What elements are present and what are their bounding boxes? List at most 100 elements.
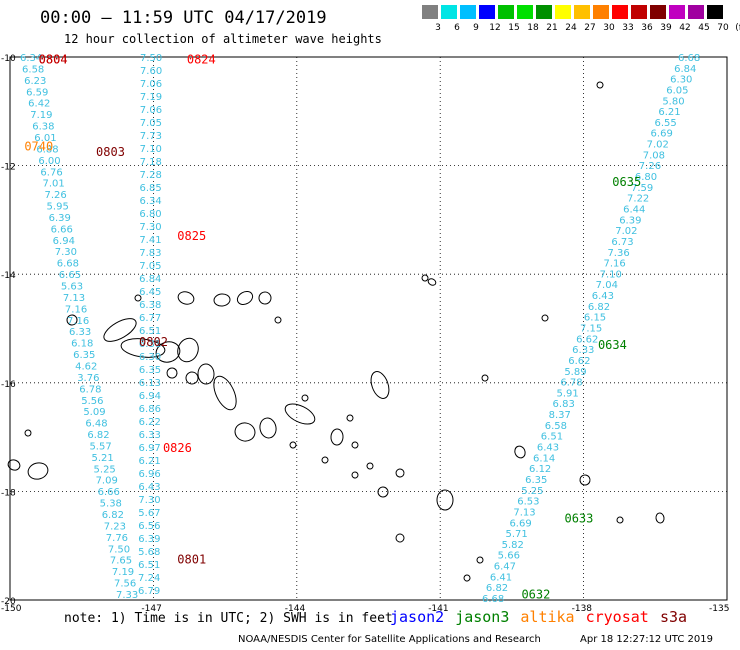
island-outline: [66, 314, 78, 326]
pass-time-label: 0634: [598, 338, 627, 352]
wave-height-value: 6.82: [102, 510, 124, 521]
wave-height-value: 6.01: [34, 133, 56, 144]
wave-height-value: 6.82: [486, 583, 508, 594]
wave-height-value: 6.33: [69, 327, 91, 338]
wave-height-value: 6.85: [140, 183, 162, 194]
wave-height-value: 7.01: [42, 179, 64, 190]
wave-height-value: 7.04: [596, 280, 618, 291]
island-outline: [541, 314, 549, 322]
legend-swatch: [574, 5, 590, 19]
wave-height-value: 6.31: [139, 339, 161, 350]
island-outline: [395, 468, 405, 478]
wave-height-value: 7.30: [139, 222, 161, 233]
wave-height-value: 6.38: [139, 300, 161, 311]
wave-height-value: 7.05: [140, 118, 162, 129]
island-outline: [213, 293, 231, 307]
wave-height-value: 6.33: [572, 345, 594, 356]
legend-label: 39: [660, 23, 672, 33]
pass-time-label: 0740: [24, 140, 53, 154]
pass-time-label: 0633: [564, 512, 593, 526]
wave-height-value: 7.76: [106, 533, 128, 544]
wave-height-value: 6.18: [71, 339, 93, 350]
lon-tick-label: -138: [572, 604, 593, 614]
wave-height-value: 6.76: [40, 167, 62, 178]
map-subtitle: 12 hour collection of altimeter wave hei…: [64, 32, 382, 46]
wave-height-value: 6.13: [139, 378, 161, 389]
wave-height-value: 7.50: [108, 544, 130, 555]
pass-time-label: 0632: [521, 588, 550, 602]
wave-height-value: 7.26: [639, 161, 661, 172]
legend-label: (ft): [735, 23, 740, 33]
wave-height-value: 7.73: [140, 131, 162, 142]
wave-height-value: 5.09: [83, 407, 105, 418]
island-outline: [177, 337, 199, 363]
legend-swatch: [536, 5, 552, 19]
wave-height-value: 5.38: [100, 499, 122, 510]
wave-height-value: 7.05: [139, 261, 161, 272]
island-outline: [236, 290, 254, 306]
wave-height-value: 6.33: [139, 430, 161, 441]
legend-swatch: [612, 5, 628, 19]
legend-label: 18: [527, 23, 539, 33]
legend-label: 33: [622, 23, 634, 33]
island-outline: [514, 445, 526, 459]
satellite-cryosat: cryosat: [585, 608, 649, 626]
satellite-altika: altika: [520, 608, 575, 626]
wave-height-value: 6.82: [588, 302, 610, 313]
wave-height-value: 6.69: [509, 518, 531, 529]
wave-height-value: 6.79: [138, 586, 160, 597]
wave-height-value: 6.34: [20, 53, 42, 64]
wave-height-value: 6.45: [139, 287, 161, 298]
wave-height-value: 6.44: [623, 204, 645, 215]
legend-label: 27: [584, 23, 596, 33]
wave-height-value: 7.02: [647, 140, 669, 151]
footer-timestamp: Apr 18 12:27:12 UTC 2019: [580, 634, 713, 645]
legend-label: 21: [546, 23, 558, 33]
wave-height-value: 3.76: [77, 373, 99, 384]
wave-height-value: 5.25: [521, 486, 543, 497]
wave-height-value: 6.30: [139, 352, 161, 363]
legend-label: 9: [473, 23, 479, 33]
wave-height-value: 7.10: [600, 269, 622, 280]
wave-height-value: 6.58: [22, 64, 44, 75]
wave-height-value: 6.51: [138, 560, 160, 571]
pass-time-label: 0825: [177, 229, 206, 243]
wave-height-value: 6.68: [57, 259, 79, 270]
wave-height-value: 5.57: [89, 441, 111, 452]
wave-height-value: 5.63: [61, 282, 83, 293]
lon-tick-label: -135: [709, 604, 729, 614]
legend-swatch: [498, 5, 514, 19]
wave-height-value: 7.16: [67, 316, 89, 327]
lon-tick-label: -141: [428, 604, 448, 614]
wave-height-value: 7.22: [627, 194, 649, 205]
wave-height-value: 6.80: [139, 209, 161, 220]
legend-swatch: [517, 5, 533, 19]
island-outline: [427, 278, 437, 286]
legend-label: 42: [679, 23, 691, 33]
wave-height-value: 7.19: [140, 92, 162, 103]
island-outline: [351, 441, 359, 449]
island-outline: [185, 371, 199, 385]
island-outline: [259, 417, 277, 439]
legend-label: 15: [508, 23, 520, 33]
island-outline: [463, 574, 471, 582]
island-outline: [27, 462, 49, 480]
pass-time-label: 0824: [187, 53, 216, 67]
wave-height-value: 5.82: [502, 540, 524, 551]
legend-label: 45: [698, 23, 710, 33]
legend-swatch: [460, 5, 476, 19]
wave-height-value: 6.41: [490, 572, 512, 583]
wave-height-value: 5.21: [91, 453, 113, 464]
wave-height-value: 6.23: [24, 76, 46, 87]
island-outline: [476, 556, 484, 564]
wave-height-value: 6.43: [537, 443, 559, 454]
island-outline: [370, 371, 390, 399]
wave-height-value: 5.71: [506, 529, 528, 540]
legend-label: 70: [717, 23, 729, 33]
lat-tick-label: -20: [1, 597, 16, 607]
island-outline: [579, 474, 591, 486]
wave-height-value: 6.39: [49, 213, 71, 224]
legend-swatch: [441, 5, 457, 19]
wave-height-value: 7.16: [65, 304, 87, 315]
